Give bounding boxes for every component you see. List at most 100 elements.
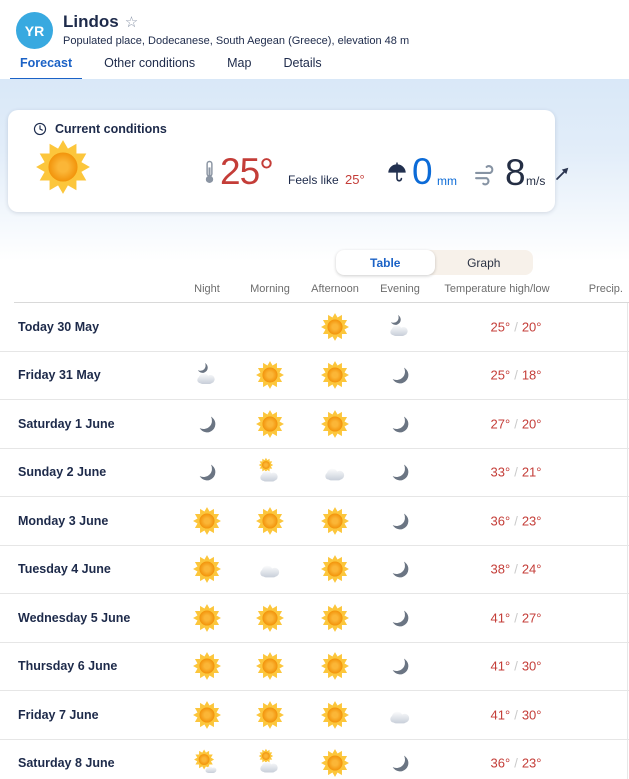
current-wind-speed: 8 [505, 152, 526, 193]
current-conditions-card: Current conditions 25° Feels like 25° [8, 110, 569, 212]
temp-high: 27° [490, 416, 511, 432]
temp-separator: / [514, 416, 518, 432]
temp-separator: / [514, 561, 518, 577]
forecast-row[interactable]: Saturday 8 June 36°/23° [0, 740, 629, 779]
evening-weather-cell [386, 409, 415, 438]
forecast-row[interactable]: Wednesday 5 June 41°/27° [0, 594, 629, 643]
temp-high: 36° [490, 513, 511, 529]
yr-logo[interactable]: YR [16, 12, 53, 49]
toggle-graph[interactable]: Graph [467, 255, 501, 270]
evening-weather-cell [386, 312, 415, 341]
temp-separator: / [514, 755, 518, 771]
row-day-label: Saturday 1 June [18, 416, 115, 431]
night-weather-cell [193, 458, 222, 487]
temp-separator: / [514, 610, 518, 626]
clearsky-day-icon [256, 603, 284, 632]
precipitation-unit: mm [437, 174, 457, 188]
forecast-row[interactable]: Tuesday 4 June 38°/24° [0, 546, 629, 594]
thermometer-icon [204, 159, 215, 190]
morning-weather-cell [256, 749, 285, 778]
forecast-row[interactable]: Today 30 May 25°/20° [0, 303, 629, 352]
clearsky-day-icon [193, 700, 221, 729]
night-weather-cell [193, 700, 222, 729]
afternoon-weather-cell [321, 652, 350, 681]
toggle-table[interactable]: Table [336, 250, 435, 275]
forecast-row[interactable]: Saturday 1 June 27°/20° [0, 400, 629, 449]
clearsky-day-icon [321, 603, 349, 632]
night-weather-cell [193, 409, 222, 438]
feels-like-label: Feels like [288, 173, 339, 187]
afternoon-weather-cell [321, 409, 350, 438]
temperature-high-low: 38°/24° [491, 562, 542, 577]
clearsky-night-icon [392, 610, 409, 627]
cloudy-icon [260, 566, 280, 578]
clearsky-night-icon [392, 561, 409, 578]
tab-forecast[interactable]: Forecast [10, 50, 83, 81]
location-heading: Lindos ☆ Populated place, Dodecanese, So… [63, 12, 409, 49]
forecast-row[interactable]: Friday 31 May 25°/18° [0, 352, 629, 400]
umbrella-icon [386, 161, 408, 189]
forecast-row[interactable]: Monday 3 June 36°/23° [0, 497, 629, 546]
feels-like-value: 25° [345, 172, 365, 187]
temp-low: 18° [521, 367, 542, 383]
tab-map[interactable]: Map [227, 56, 252, 70]
clearsky-day-icon [321, 312, 349, 341]
row-day-label: Monday 3 June [18, 513, 109, 528]
morning-weather-cell [256, 361, 285, 390]
clearsky-day-icon [36, 140, 90, 194]
temp-high: 41° [490, 658, 511, 674]
clearsky-day-icon [256, 652, 284, 681]
evening-weather-cell [386, 652, 415, 681]
evening-weather-cell [386, 506, 415, 535]
forecast-row[interactable]: Thursday 6 June 41°/30° [0, 643, 629, 691]
clearsky-day-icon [321, 700, 349, 729]
tab-other-conditions[interactable]: Other conditions [104, 56, 196, 70]
row-day-label: Thursday 6 June [18, 659, 118, 674]
afternoon-weather-cell [321, 458, 350, 487]
afternoon-weather-cell [321, 312, 350, 341]
clearsky-night-icon [392, 367, 409, 384]
table-header-divider [14, 302, 629, 303]
temp-low: 20° [521, 416, 542, 432]
clearsky-day-icon [321, 749, 349, 778]
partlycloudy-day-icon [258, 749, 278, 773]
clearsky-day-icon [321, 361, 349, 390]
night-weather-cell [193, 555, 222, 584]
night-weather-cell [193, 603, 222, 632]
temp-high: 38° [490, 561, 511, 577]
temperature-high-low: 27°/20° [491, 416, 542, 431]
evening-weather-cell [386, 749, 415, 778]
forecast-row[interactable]: Sunday 2 June 33°/21° [0, 449, 629, 497]
afternoon-weather-cell [321, 700, 350, 729]
current-conditions-title: Current conditions [33, 122, 167, 136]
temperature-high-low: 33°/21° [491, 465, 542, 480]
forecast-row[interactable]: Friday 7 June 41°/30° [0, 691, 629, 740]
temp-low: 21° [521, 464, 542, 480]
cloudy-icon [325, 469, 345, 481]
favorite-star-icon[interactable]: ☆ [124, 13, 139, 31]
location-header: YR Lindos ☆ Populated place, Dodecanese,… [16, 12, 409, 49]
clearsky-day-icon [256, 506, 284, 535]
temperature-high-low: 25°/20° [491, 319, 542, 334]
temp-low: 20° [521, 319, 542, 335]
night-weather-cell [193, 506, 222, 535]
clearsky-day-icon [256, 700, 284, 729]
temperature-high-low: 36°/23° [491, 513, 542, 528]
clearsky-day-icon [193, 506, 221, 535]
afternoon-weather-cell [321, 749, 350, 778]
afternoon-weather-cell [321, 603, 350, 632]
clearsky-day-icon [256, 361, 284, 390]
table-graph-toggle: Table Graph [336, 250, 533, 275]
clearsky-night-icon [392, 658, 409, 675]
partlycloudy-night-icon [197, 363, 215, 385]
afternoon-weather-cell [321, 506, 350, 535]
evening-weather-cell [386, 555, 415, 584]
partlycloudy-night-icon [390, 314, 408, 336]
tab-details[interactable]: Details [283, 56, 322, 70]
clearsky-night-icon [392, 464, 409, 481]
night-weather-cell [193, 749, 222, 778]
temp-low: 30° [521, 707, 542, 723]
night-weather-cell [193, 361, 222, 390]
clearsky-day-icon [321, 555, 349, 584]
column-header-morning: Morning [250, 283, 290, 295]
